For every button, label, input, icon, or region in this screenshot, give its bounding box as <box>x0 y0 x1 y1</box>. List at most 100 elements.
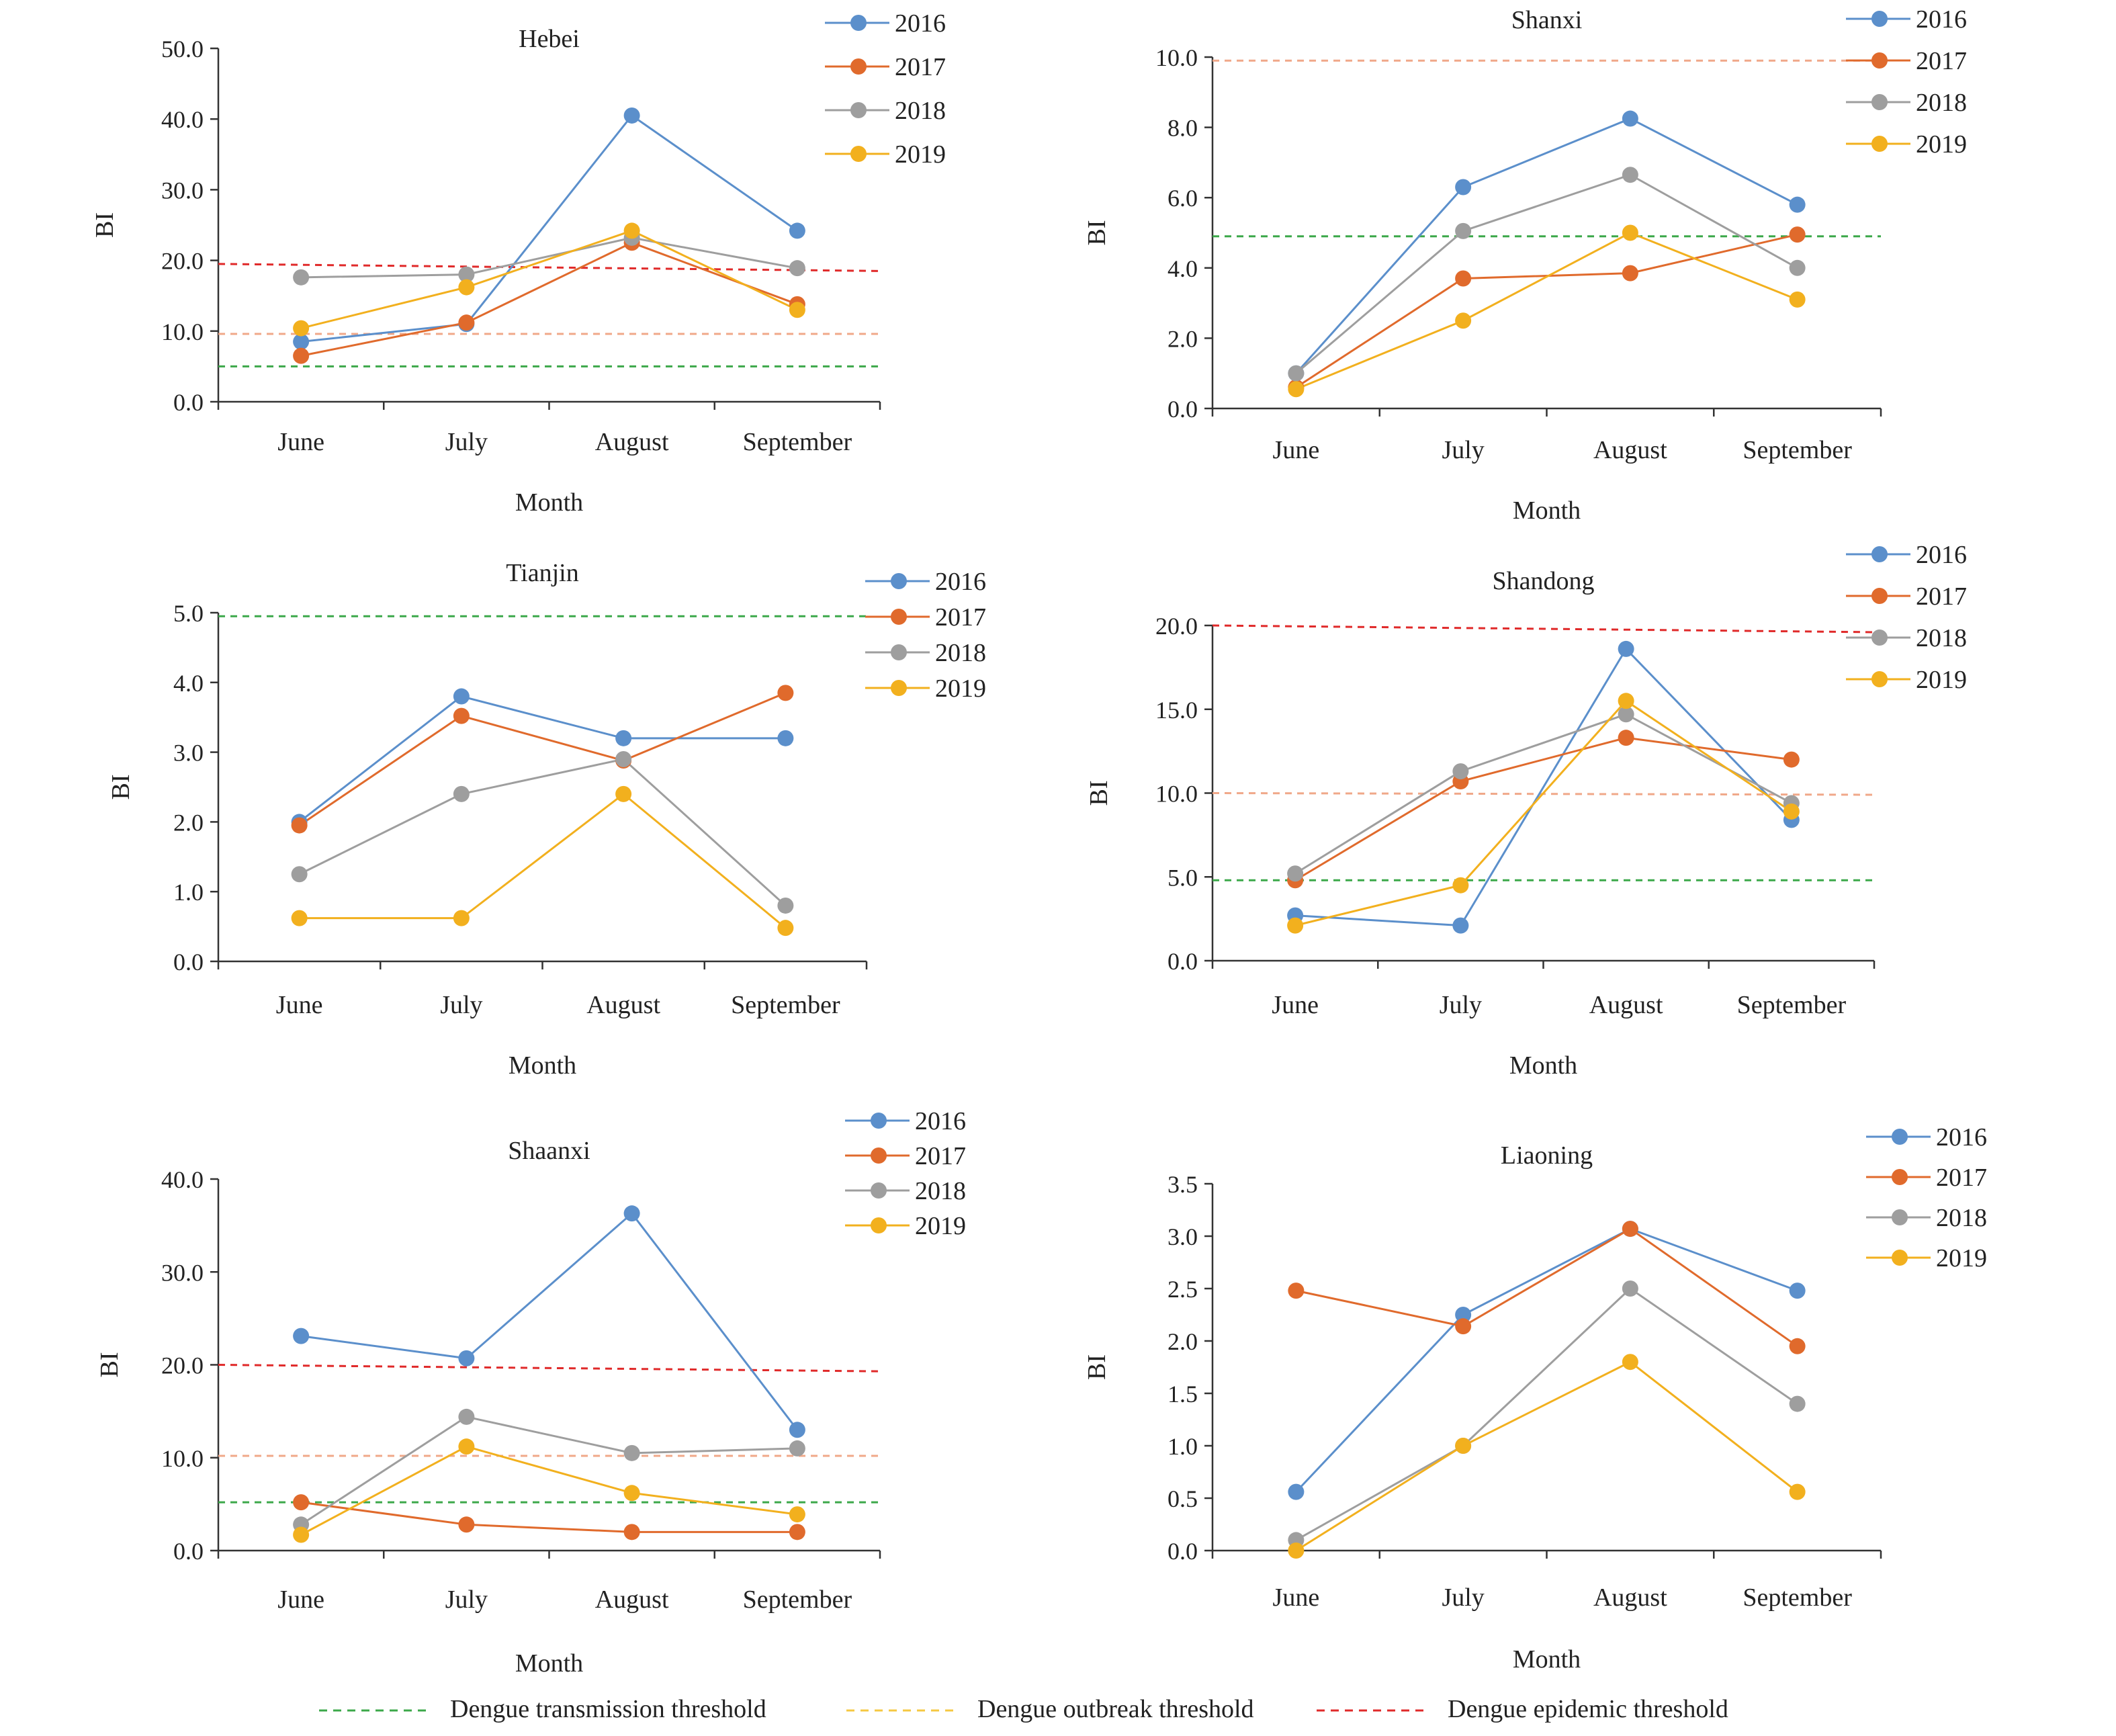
legend-label-2016: 2016 <box>935 568 986 596</box>
data-point-2017 <box>1789 226 1806 243</box>
data-point-2019 <box>458 1438 475 1455</box>
legend-label-2018: 2018 <box>1936 1204 1987 1232</box>
legend-label-2017: 2017 <box>935 603 986 632</box>
series-line-2018 <box>300 1416 797 1526</box>
legend-marker-2019 <box>891 680 907 696</box>
x-tick-label: August <box>1589 991 1663 1019</box>
y-tick-label: 1.0 <box>173 879 204 906</box>
data-point-2017 <box>291 817 308 834</box>
series-line-2016 <box>1295 117 1798 374</box>
data-point-2019 <box>615 785 632 802</box>
legend-label-2016: 2016 <box>915 1107 966 1135</box>
x-tick-label: September <box>743 1586 852 1614</box>
y-tick-label: 8.0 <box>1167 115 1198 142</box>
legend-label-2019: 2019 <box>1916 666 1967 694</box>
data-point-2016 <box>1618 640 1634 657</box>
legend-marker-2016 <box>850 15 867 31</box>
data-point-2016 <box>1789 1283 1806 1299</box>
legend-label-2018: 2018 <box>915 1177 966 1205</box>
legend-label-2019: 2019 <box>915 1212 966 1240</box>
x-tick-label: September <box>1737 991 1847 1019</box>
y-tick-label: 6.0 <box>1167 185 1198 212</box>
chart-title: Shandong <box>1493 567 1595 595</box>
legend-marker-2018 <box>891 644 907 660</box>
x-axis-label: Month <box>509 1051 576 1080</box>
x-tick-label: July <box>445 428 488 456</box>
chart-title: Tianjin <box>506 559 578 587</box>
legend-label-2019: 2019 <box>1916 130 1967 159</box>
epidemic-threshold-line <box>218 1364 881 1373</box>
y-tick-label: 20.0 <box>161 1352 204 1379</box>
series-line-2017 <box>1296 1227 1798 1348</box>
y-tick-label: 10.0 <box>161 318 204 345</box>
data-point-2019 <box>1783 803 1800 820</box>
x-tick-label: July <box>440 991 482 1019</box>
x-axis-label: Month <box>515 1649 583 1678</box>
x-tick-label: June <box>276 991 323 1019</box>
y-tick-label: 15.0 <box>1155 697 1198 724</box>
y-tick-label: 10.0 <box>1155 781 1198 808</box>
series-line-2018 <box>301 236 798 279</box>
data-point-2016 <box>1455 179 1472 196</box>
data-point-2019 <box>1618 693 1634 709</box>
chart-title: Hebei <box>519 25 580 53</box>
data-point-2016 <box>1455 1307 1472 1323</box>
chart-liaoning: Liaoning 0.0 0.5 1.0 1.5 2.0 2.5 3.0 3.5 June July… <box>1083 1123 1987 1674</box>
legend-marker-2019 <box>1871 671 1888 687</box>
legend-label-2017: 2017 <box>1916 47 1967 75</box>
data-point-2019 <box>458 279 475 296</box>
y-tick-label: 0.5 <box>1167 1485 1198 1512</box>
data-point-2016 <box>623 107 640 124</box>
data-point-2019 <box>1288 381 1305 398</box>
legend-marker-2018 <box>1892 1209 1908 1225</box>
data-point-2017 <box>293 1494 310 1511</box>
y-axis-label: BI <box>95 1352 124 1378</box>
data-point-2019 <box>1455 1438 1472 1454</box>
data-point-2018 <box>777 897 794 914</box>
series-line-2019 <box>1294 699 1792 927</box>
y-tick-label: 0.0 <box>1167 1538 1198 1565</box>
y-axis-label: BI <box>91 212 119 238</box>
chart-tianjin: Tianjin 0.0 1.0 2.0 3.0 4.0 5.0 June July August S… <box>107 559 986 1080</box>
y-tick-label: 0.0 <box>1167 396 1198 423</box>
data-point-2018 <box>789 1440 805 1457</box>
chart-hebei: Hebei 0.0 10.0 20.0 30.0 40.0 50.0 June July Augu… <box>91 9 946 517</box>
data-point-2018 <box>1618 706 1634 723</box>
data-point-2019 <box>623 1485 640 1502</box>
series-line-2019 <box>300 1445 798 1536</box>
series-line-2018 <box>1295 1287 1798 1541</box>
y-tick-label: 40.0 <box>161 106 204 133</box>
legend-label-2018: 2018 <box>895 97 946 125</box>
data-point-2019 <box>1622 224 1638 241</box>
data-point-2016 <box>789 222 805 239</box>
x-tick-label: July <box>445 1586 488 1614</box>
legend-label-2017: 2017 <box>1936 1164 1987 1192</box>
data-point-2016 <box>623 1205 640 1222</box>
data-point-2019 <box>623 222 640 239</box>
data-point-2019 <box>1455 312 1472 329</box>
y-axis-label: BI <box>1085 781 1113 806</box>
series-line-2018 <box>1294 713 1792 875</box>
data-point-2019 <box>291 910 308 926</box>
epidemic-threshold-line <box>218 263 881 272</box>
data-point-2018 <box>458 266 475 283</box>
data-point-2017 <box>1618 730 1634 746</box>
data-point-2016 <box>293 1328 310 1344</box>
data-point-2018 <box>789 260 805 277</box>
data-point-2017 <box>1622 1221 1638 1238</box>
legend-label-2019: 2019 <box>935 675 986 703</box>
data-point-2017 <box>623 1524 640 1540</box>
data-point-2018 <box>453 785 470 802</box>
series-line-2016 <box>300 114 798 343</box>
data-point-2018 <box>1622 167 1638 183</box>
x-tick-label: August <box>595 1586 669 1614</box>
y-tick-label: 0.0 <box>173 1538 204 1565</box>
legend-label-2018: 2018 <box>1916 624 1967 652</box>
series-line-2019 <box>1295 231 1798 390</box>
legend-marker-2016 <box>891 573 907 589</box>
data-point-2017 <box>458 314 475 331</box>
series-line-2018 <box>1295 173 1798 374</box>
legend-label-2018: 2018 <box>1916 89 1967 117</box>
data-point-2017 <box>453 707 470 724</box>
